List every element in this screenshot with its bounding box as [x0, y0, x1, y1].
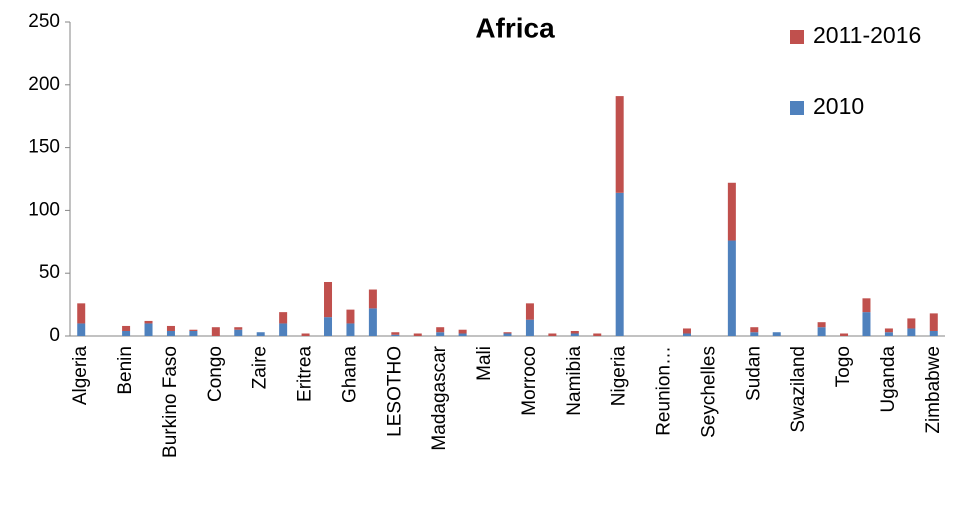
x-tick-label: Ghana [339, 346, 360, 403]
bar-segment [817, 327, 826, 336]
x-tick-label: Algeria [70, 346, 91, 406]
bar-segment [166, 325, 175, 331]
bar-segment [436, 327, 445, 333]
bar-segment [593, 333, 602, 336]
bar-segment [458, 329, 467, 334]
bar-segment [279, 323, 288, 336]
bar-segment [862, 298, 871, 313]
bar-segment [77, 323, 86, 336]
bar-segment [727, 240, 736, 336]
legend-swatch [790, 30, 804, 44]
x-tick-label: Zimbabwe [923, 346, 944, 434]
bar-segment [727, 182, 736, 241]
bar-segment [166, 330, 175, 336]
x-tick-label: Swaziland [788, 346, 809, 433]
bar-segment [122, 325, 131, 331]
bar-segment [189, 330, 198, 336]
legend-label: 2010 [813, 93, 864, 119]
legend-swatch [790, 101, 804, 115]
bar-segment [503, 333, 512, 336]
bar-segment [211, 327, 220, 336]
x-tick-label: Reunion… [654, 346, 675, 436]
bar-segment [682, 328, 691, 334]
x-tick-label: Uganda [878, 346, 899, 413]
bar-segment [503, 332, 512, 334]
bar-segment [391, 334, 400, 336]
y-tick-label: 250 [28, 11, 60, 32]
bar-segment [884, 328, 893, 333]
bar-segment [436, 332, 445, 336]
x-tick-label: Benin [115, 346, 136, 395]
bar-segment [234, 329, 243, 336]
bar-segment [840, 333, 849, 336]
x-tick-label: Madagascar [429, 345, 450, 450]
bar-segment [525, 303, 534, 320]
bar-segment [144, 323, 153, 336]
x-tick-label: Togo [833, 346, 854, 387]
bar-segment [77, 303, 86, 324]
x-tick-label: Eritrea [295, 346, 316, 402]
bar-segment [817, 322, 826, 328]
bar-segment [368, 308, 377, 336]
bar-segment [525, 319, 534, 336]
bar-segment [346, 323, 355, 336]
bar-segment [346, 309, 355, 324]
y-tick-label: 100 [28, 199, 60, 220]
x-tick-label: Burkino Faso [160, 346, 181, 458]
bar-segment [907, 328, 916, 336]
bar-segment [413, 333, 422, 336]
bar-segment [189, 329, 198, 331]
bar-segment [458, 333, 467, 336]
x-tick-label: Mali [474, 346, 495, 381]
bar-segment [750, 332, 759, 336]
x-tick-label: Seychelles [698, 346, 719, 438]
bar-segment [570, 333, 579, 336]
bar-segment [570, 330, 579, 334]
x-tick-label: Congo [205, 346, 226, 402]
bar-segment [615, 96, 624, 193]
bar-segment [234, 327, 243, 330]
y-tick-label: 200 [28, 74, 60, 95]
bar-segment [772, 332, 781, 336]
x-tick-label: Zaire [250, 346, 271, 389]
bar-segment [548, 333, 557, 336]
chart-title: Africa [475, 12, 555, 43]
bar-segment [682, 333, 691, 336]
bar-segment [324, 281, 333, 318]
bar-segment [929, 313, 938, 331]
bar-segment [907, 318, 916, 329]
legend-label: 2011-2016 [813, 22, 921, 48]
y-tick-label: 50 [39, 262, 60, 283]
bar-segment [324, 317, 333, 336]
bar-segment [279, 312, 288, 324]
bar-segment [884, 332, 893, 336]
bar-segment [256, 332, 265, 336]
x-tick-label: Sudan [743, 346, 764, 401]
x-tick-label: Namibia [564, 346, 585, 416]
x-tick-label: Nigeria [609, 346, 630, 407]
x-tick-label: LESOTHO [384, 346, 405, 437]
bar-segment [862, 312, 871, 336]
bar-segment [750, 327, 759, 333]
bar-segment [122, 330, 131, 336]
bar-segment [391, 332, 400, 335]
bar-segment [301, 333, 310, 336]
bar-segment [144, 320, 153, 324]
y-tick-label: 150 [28, 137, 60, 158]
bar-segment [368, 289, 377, 309]
x-tick-label: Morroco [519, 346, 540, 416]
bar-segment [615, 192, 624, 336]
bar-segment [929, 330, 938, 336]
y-tick-label: 0 [49, 325, 60, 346]
